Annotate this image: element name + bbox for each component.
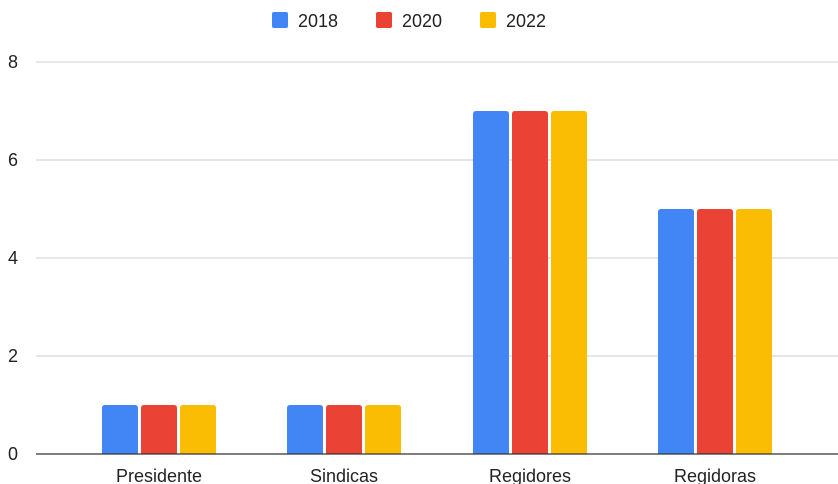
- y-tick-label: 4: [8, 248, 18, 268]
- x-tick-label: Regidoras: [674, 466, 756, 484]
- legend-label: 2022: [506, 11, 546, 31]
- legend-swatch: [272, 12, 288, 28]
- legend-label: 2020: [402, 11, 442, 31]
- bar-sindicas-2018: [287, 405, 323, 454]
- y-tick-label: 2: [8, 346, 18, 366]
- legend-item-2018: 2018: [272, 11, 338, 31]
- bar-regidoras-2020: [697, 209, 733, 454]
- y-tick-label: 0: [8, 444, 18, 464]
- x-tick-label: Sindicas: [310, 466, 378, 484]
- legend-item-2022: 2022: [480, 11, 546, 31]
- y-tick-label: 6: [8, 150, 18, 170]
- legend-item-2020: 2020: [376, 11, 442, 31]
- x-tick-label: Regidores: [489, 466, 571, 484]
- legend-label: 2018: [298, 11, 338, 31]
- bar-sindicas-2022: [365, 405, 401, 454]
- legend-swatch: [376, 12, 392, 28]
- bar-presidente-2020: [141, 405, 177, 454]
- y-tick-label: 8: [8, 52, 18, 72]
- legend-swatch: [480, 12, 496, 28]
- x-tick-label: Presidente: [116, 466, 202, 484]
- bar-regidores-2022: [551, 111, 587, 454]
- bar-presidente-2018: [102, 405, 138, 454]
- bar-presidente-2022: [180, 405, 216, 454]
- bars: [102, 111, 772, 454]
- bar-regidoras-2018: [658, 209, 694, 454]
- x-axis: Presidente Sindicas Regidores Regidoras: [36, 453, 838, 484]
- bar-regidores-2020: [512, 111, 548, 454]
- y-axis: 0 2 4 6 8: [8, 52, 18, 464]
- bar-sindicas-2020: [326, 405, 362, 454]
- bar-regidoras-2022: [736, 209, 772, 454]
- legend: 2018 2020 2022: [272, 11, 546, 31]
- bar-regidores-2018: [473, 111, 509, 454]
